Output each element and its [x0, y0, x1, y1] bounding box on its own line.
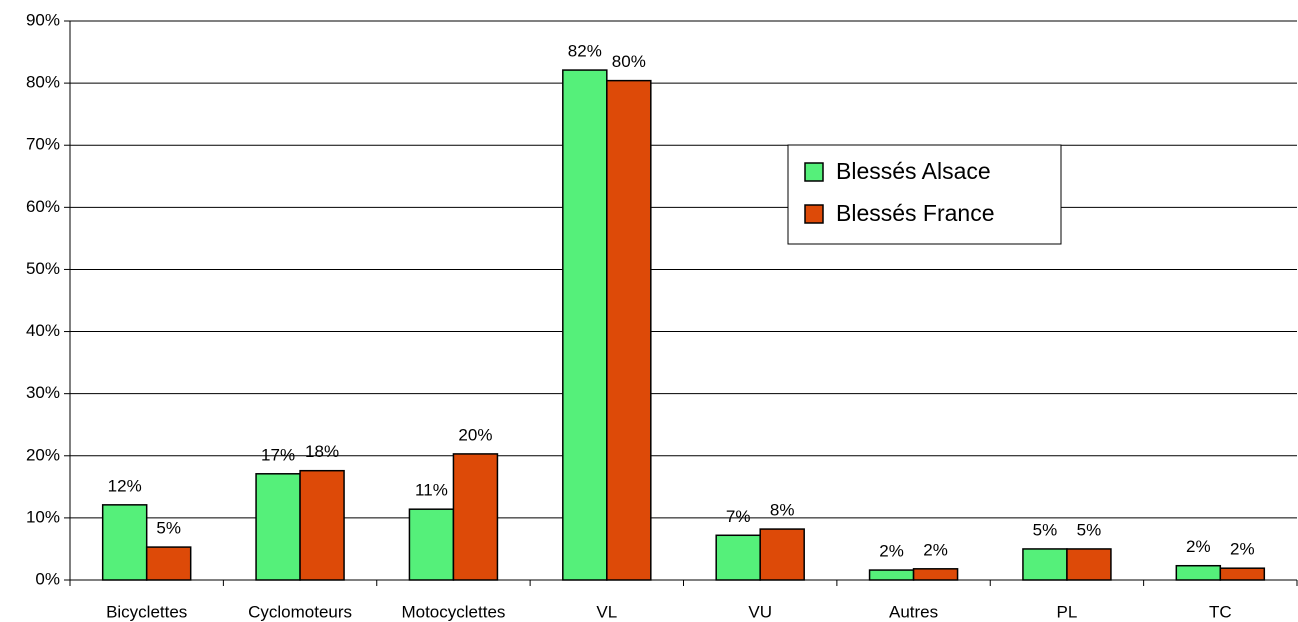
value-label: 2% — [1230, 540, 1255, 559]
bar — [1175, 564, 1222, 581]
value-label: 2% — [923, 540, 948, 559]
bar — [868, 569, 915, 581]
bar — [759, 528, 805, 581]
y-tick-label: 70% — [26, 135, 60, 154]
value-label: 82% — [568, 42, 602, 61]
legend-label: Blessés Alsace — [836, 158, 991, 184]
value-label: 2% — [1186, 537, 1211, 556]
bar — [408, 508, 455, 581]
value-label: 80% — [612, 52, 646, 71]
y-tick-label: 30% — [26, 383, 60, 402]
x-tick-label: VU — [748, 602, 772, 621]
bar — [1219, 567, 1266, 581]
x-tick-label: Motocyclettes — [401, 602, 505, 621]
value-label: 7% — [726, 507, 751, 526]
y-tick-label: 90% — [26, 10, 60, 29]
x-tick-label: Autres — [889, 602, 938, 621]
bar — [1066, 548, 1112, 581]
bar — [606, 79, 652, 581]
value-label: 8% — [770, 501, 795, 520]
bar — [145, 546, 192, 581]
bar — [299, 469, 345, 581]
bar — [562, 69, 608, 581]
y-tick-label: 10% — [26, 507, 60, 526]
legend-swatch — [804, 162, 824, 182]
y-tick-label: 50% — [26, 259, 60, 278]
legend-swatch — [804, 204, 824, 224]
value-label: 18% — [305, 442, 339, 461]
legend-box — [787, 144, 1062, 245]
x-tick-label: Cyclomoteurs — [248, 602, 352, 621]
x-tick-label: PL — [1057, 602, 1078, 621]
x-tick-label: Bicyclettes — [106, 602, 187, 621]
y-tick-label: 20% — [26, 445, 60, 464]
bar — [255, 473, 301, 581]
value-label: 12% — [108, 476, 142, 495]
x-tick-label: VL — [596, 602, 617, 621]
legend-label: Blessés France — [836, 200, 995, 226]
value-label: 5% — [1077, 520, 1102, 539]
y-tick-label: 80% — [26, 73, 60, 92]
value-label: 11% — [415, 481, 448, 500]
y-tick-label: 0% — [35, 569, 60, 588]
x-tick-label: TC — [1209, 602, 1232, 621]
value-label: 20% — [458, 425, 492, 444]
bar — [452, 453, 499, 581]
y-tick-label: 60% — [26, 197, 60, 216]
value-label: 17% — [261, 445, 295, 464]
value-label: 5% — [156, 519, 181, 538]
y-tick-label: 40% — [26, 321, 60, 340]
bar — [101, 504, 148, 581]
bar — [1022, 548, 1068, 581]
bar — [715, 534, 761, 581]
value-label: 5% — [1033, 520, 1058, 539]
bar — [912, 568, 959, 581]
value-label: 2% — [879, 542, 904, 561]
